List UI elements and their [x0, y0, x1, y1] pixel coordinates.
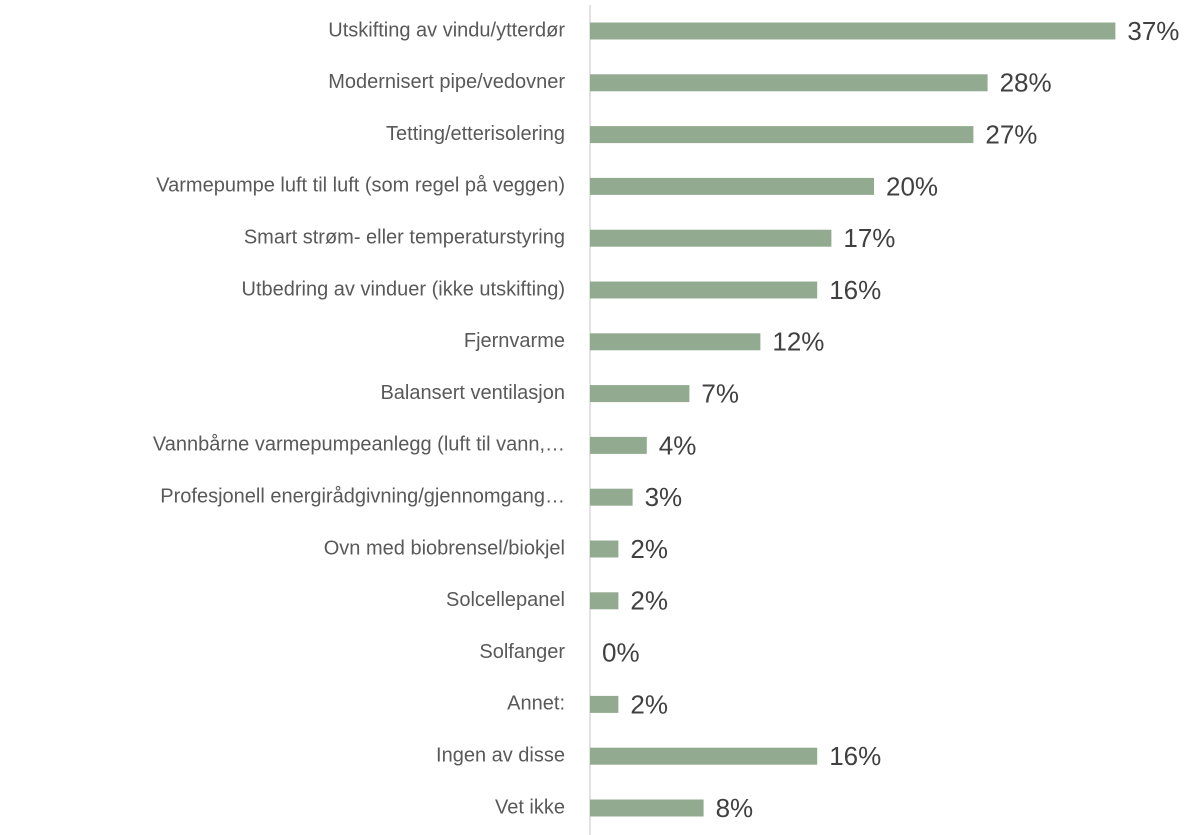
- value-label: 3%: [645, 482, 683, 512]
- value-label: 2%: [630, 586, 668, 616]
- value-label: 27%: [985, 119, 1037, 149]
- category-label: Utskifting av vindu/ytterdør: [328, 19, 565, 41]
- value-label: 20%: [886, 171, 938, 201]
- value-label: 2%: [630, 534, 668, 564]
- category-label: Solcellepanel: [446, 589, 565, 611]
- value-label: 4%: [659, 430, 697, 460]
- category-label: Profesjonell energirådgivning/gjennomgan…: [160, 485, 565, 507]
- category-label: Varmepumpe luft til luft (som regel på v…: [156, 175, 565, 197]
- bar: [590, 22, 1116, 40]
- category-label: Vet ikke: [495, 796, 565, 818]
- bar: [590, 799, 704, 817]
- bar: [590, 333, 761, 351]
- category-label: Modernisert pipe/vedovner: [328, 71, 565, 93]
- value-label: 12%: [772, 327, 824, 357]
- bar: [590, 540, 619, 558]
- category-label: Vannbårne varmepumpeanlegg (luft til van…: [153, 434, 565, 456]
- bar: [590, 747, 818, 765]
- category-label: Fjernvarme: [464, 330, 565, 352]
- bar: [590, 385, 690, 403]
- category-label: Solfanger: [479, 641, 565, 663]
- bar: [590, 126, 974, 144]
- bar: [590, 436, 647, 454]
- bar: [590, 177, 874, 195]
- bar: [590, 74, 988, 92]
- value-label: 2%: [630, 689, 668, 719]
- value-label: 37%: [1127, 16, 1179, 46]
- bar: [590, 592, 619, 610]
- value-label: 17%: [843, 223, 895, 253]
- category-label: Smart strøm- eller temperaturstyring: [244, 226, 565, 248]
- bar: [590, 695, 619, 713]
- value-label: 0%: [602, 637, 640, 667]
- category-label: Utbedring av vinduer (ikke utskifting): [242, 278, 565, 300]
- value-label: 28%: [1000, 68, 1052, 98]
- category-label: Ovn med biobrensel/biokjel: [324, 537, 565, 559]
- value-label: 16%: [829, 275, 881, 305]
- value-label: 16%: [829, 741, 881, 771]
- category-label: Ingen av disse: [436, 744, 565, 766]
- bar: [590, 281, 818, 299]
- value-label: 7%: [701, 378, 739, 408]
- bar: [590, 229, 832, 247]
- category-label: Annet:: [507, 693, 565, 715]
- category-label: Tetting/etterisolering: [386, 123, 565, 145]
- bar: [590, 488, 633, 506]
- value-label: 8%: [716, 793, 754, 823]
- category-label: Balansert ventilasjon: [380, 382, 565, 404]
